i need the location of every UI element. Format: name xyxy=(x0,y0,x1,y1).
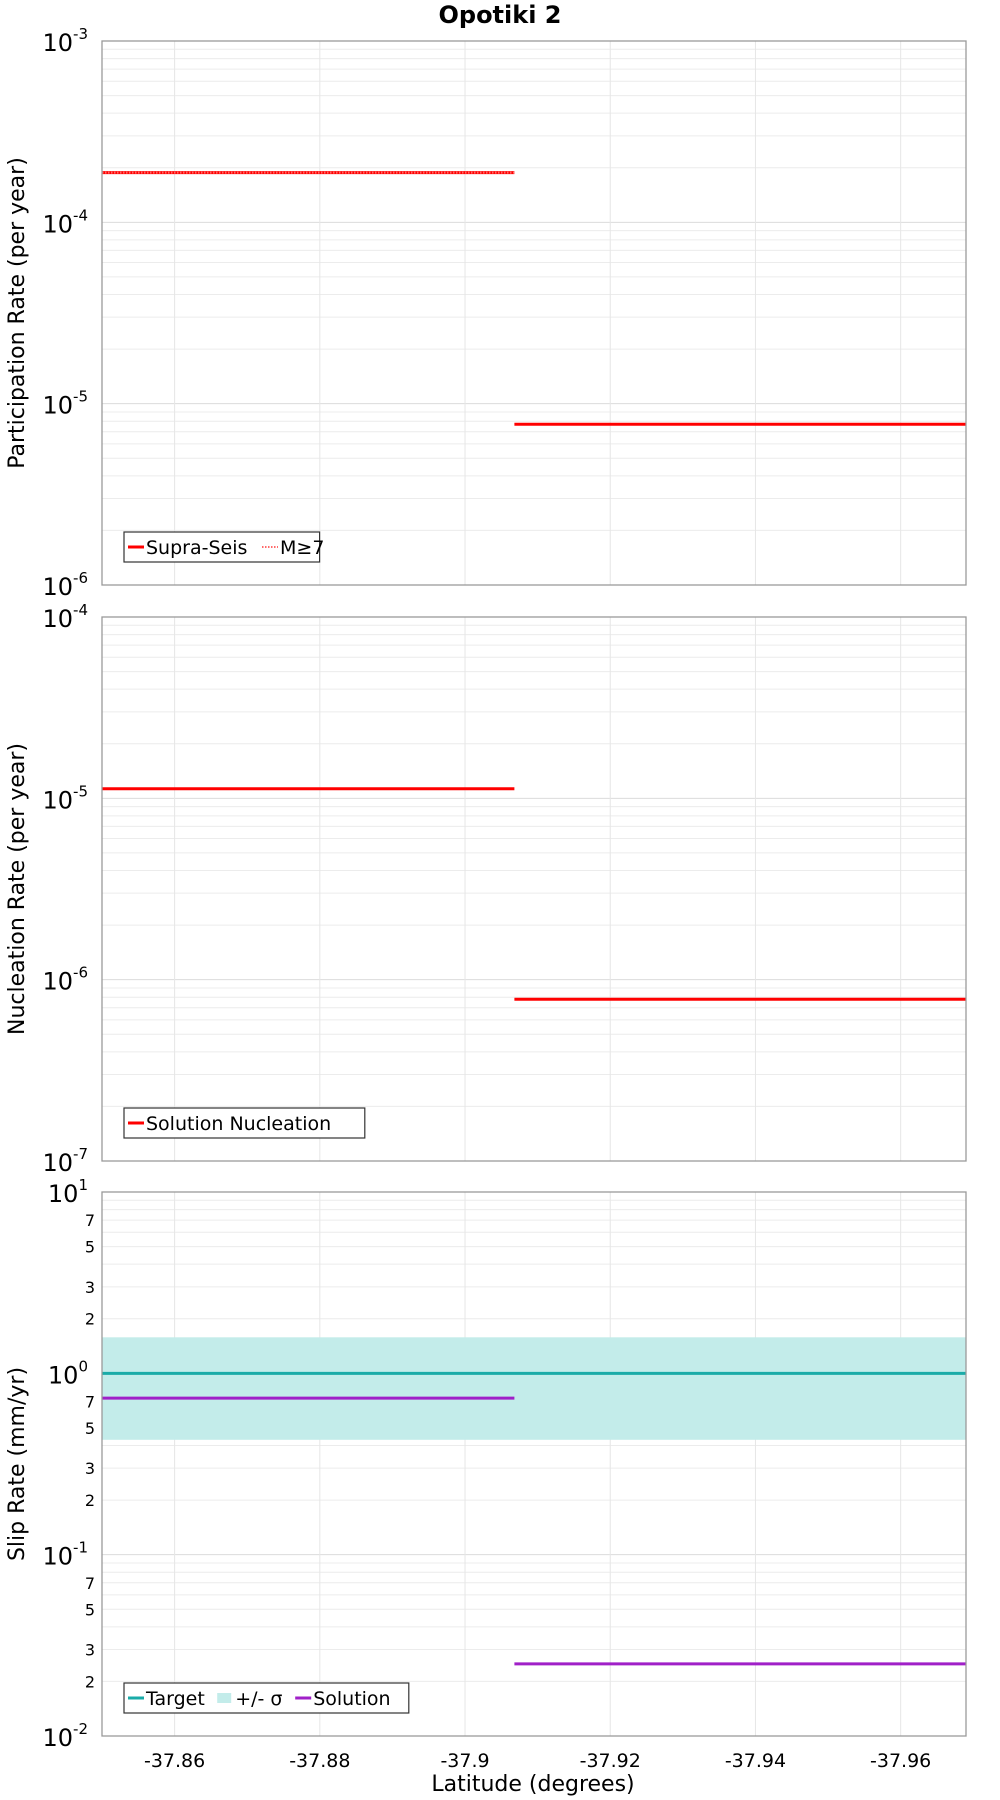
x-tick-label: -37.92 xyxy=(580,1750,641,1772)
y-axis-label: Participation Rate (per year) xyxy=(5,157,30,469)
y-tick-base: 10 xyxy=(42,1543,73,1571)
y-tick-label: 10-5 xyxy=(42,388,88,420)
legend-label: +/- σ xyxy=(235,1688,282,1710)
figure-title: Opotiki 2 xyxy=(438,1,561,29)
y-tick-label: 10-6 xyxy=(42,964,88,996)
y-tick-base: 10 xyxy=(48,1180,79,1208)
y-minor-tick-label: 7 xyxy=(85,1211,95,1230)
plot-frame xyxy=(101,40,967,586)
x-tick-label: -37.86 xyxy=(144,1750,205,1772)
y-axis-label: Slip Rate (mm/yr) xyxy=(5,1367,30,1561)
legend: Solution Nucleation xyxy=(123,1107,366,1139)
y-tick-exponent: 1 xyxy=(78,1176,88,1194)
y-tick-base: 10 xyxy=(42,786,73,814)
y-tick-label: 10-5 xyxy=(42,782,88,814)
y-minor-tick-label: 2 xyxy=(85,1310,95,1329)
y-minor-tick-label: 7 xyxy=(85,1392,95,1411)
y-minor-tick-label: 5 xyxy=(85,1600,95,1619)
y-axis-label: Nucleation Rate (per year) xyxy=(5,743,30,1035)
y-tick-exponent: -2 xyxy=(73,1720,88,1738)
y-tick-exponent: -5 xyxy=(73,388,88,406)
y-tick-exponent: 0 xyxy=(78,1357,88,1375)
y-minor-tick-label: 3 xyxy=(85,1640,95,1659)
legend-label: M≥7 xyxy=(280,537,324,559)
sigma-band xyxy=(102,1337,966,1440)
y-tick-exponent: -4 xyxy=(73,206,88,224)
y-tick-label: 100 xyxy=(48,1357,88,1389)
y-tick-exponent: -5 xyxy=(73,782,88,800)
legend-swatch xyxy=(217,1693,232,1703)
y-tick-label: 101 xyxy=(48,1176,88,1208)
x-tick-label: -37.96 xyxy=(870,1750,931,1772)
legend-label: Solution Nucleation xyxy=(146,1113,331,1135)
y-tick-base: 10 xyxy=(42,968,73,996)
y-tick-label: 10-6 xyxy=(42,569,88,601)
plot-frame xyxy=(101,616,967,1162)
x-tick-label: -37.9 xyxy=(440,1750,489,1772)
y-tick-label: 10-7 xyxy=(42,1145,88,1177)
legend: Target +/- σ Solution xyxy=(123,1682,410,1714)
y-minor-tick-label: 3 xyxy=(85,1278,95,1297)
legend-box xyxy=(123,1682,410,1714)
y-tick-base: 10 xyxy=(42,392,73,420)
y-tick-base: 10 xyxy=(42,210,73,238)
y-tick-base: 10 xyxy=(42,29,73,57)
legend-label: Supra-Seis xyxy=(146,537,247,559)
legend-label: Target xyxy=(145,1688,205,1710)
plot-frame xyxy=(101,1191,967,1737)
y-tick-base: 10 xyxy=(42,1724,73,1752)
y-minor-tick-label: 5 xyxy=(85,1419,95,1438)
y-minor-tick-label: 3 xyxy=(85,1459,95,1478)
y-minor-tick-label: 7 xyxy=(85,1574,95,1593)
legend: Supra-Seis M≥7 xyxy=(123,531,324,563)
y-tick-base: 10 xyxy=(42,605,73,633)
y-tick-label: 10-4 xyxy=(42,601,88,633)
y-tick-label: 10-2 xyxy=(42,1720,88,1752)
y-tick-label: 10-3 xyxy=(42,25,88,57)
legend-box xyxy=(123,531,321,563)
y-minor-tick-label: 2 xyxy=(85,1491,95,1510)
y-tick-base: 10 xyxy=(42,1149,73,1177)
y-minor-tick-label: 5 xyxy=(85,1238,95,1257)
y-tick-exponent: -3 xyxy=(73,25,88,43)
y-tick-base: 10 xyxy=(48,1361,79,1389)
y-tick-exponent: -7 xyxy=(73,1145,88,1163)
y-tick-exponent: -4 xyxy=(73,601,88,619)
y-tick-base: 10 xyxy=(42,573,73,601)
y-tick-exponent: -1 xyxy=(73,1539,88,1557)
y-tick-exponent: -6 xyxy=(73,964,88,982)
x-tick-label: -37.88 xyxy=(289,1750,350,1772)
y-tick-exponent: -6 xyxy=(73,569,88,587)
legend-box xyxy=(123,1107,366,1139)
y-minor-tick-label: 2 xyxy=(85,1672,95,1691)
y-tick-label: 10-1 xyxy=(42,1539,88,1571)
x-tick-label: -37.94 xyxy=(725,1750,786,1772)
legend-label: Solution xyxy=(313,1688,390,1710)
y-tick-label: 10-4 xyxy=(42,206,88,238)
x-axis-label: Latitude (degrees) xyxy=(431,1772,634,1797)
